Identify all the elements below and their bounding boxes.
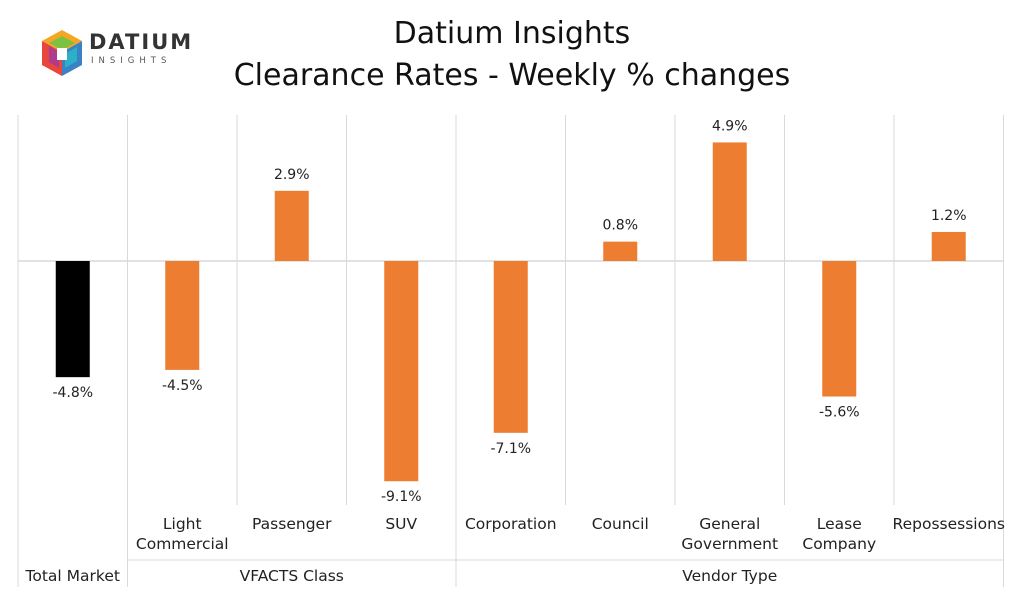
category-label-7-0: Lease — [817, 515, 862, 533]
datium-cube-icon — [42, 30, 82, 76]
chart-title-line1: Datium Insights — [393, 16, 631, 51]
data-label-7: -5.6% — [819, 405, 860, 421]
bar-5 — [603, 241, 638, 261]
category-label-6-1: Government — [681, 535, 778, 553]
bar-2 — [274, 190, 309, 261]
datium-logo: DATIUM INSIGHTS — [37, 28, 191, 78]
category-label-1-0: Light — [163, 515, 202, 533]
data-label-0: -4.8% — [52, 385, 93, 401]
logo-subtitle: INSIGHTS — [91, 56, 172, 66]
category-label-1-1: Commercial — [136, 535, 229, 553]
bar-8 — [931, 231, 966, 261]
data-label-1: -4.5% — [162, 378, 203, 394]
bar-0 — [55, 261, 90, 378]
bar-7 — [822, 261, 857, 397]
bar-3 — [384, 261, 419, 482]
category-label-8-0: Repossessions — [893, 515, 1005, 533]
category-label-5-0: Council — [592, 515, 649, 533]
category-label-2-0: Passenger — [252, 515, 332, 533]
chart-title-line2: Clearance Rates - Weekly % changes — [233, 58, 791, 93]
data-label-6: 4.9% — [712, 118, 748, 134]
category-label-3-0: SUV — [385, 515, 417, 533]
category-label-7-1: Company — [802, 535, 876, 553]
bar-4 — [493, 261, 528, 433]
group-label-2: Vendor Type — [682, 567, 777, 585]
data-label-8: 1.2% — [931, 208, 967, 224]
bar-1 — [165, 261, 200, 370]
data-label-5: 0.8% — [602, 218, 638, 234]
logo-wordmark: DATIUM — [89, 30, 194, 54]
group-label-1: VFACTS Class — [240, 567, 344, 585]
data-label-3: -9.1% — [381, 489, 422, 505]
category-label-6-0: General — [699, 515, 760, 533]
bar-6 — [712, 142, 747, 261]
group-label-0: Total Market — [25, 567, 120, 585]
data-label-2: 2.9% — [274, 167, 310, 183]
data-label-4: -7.1% — [490, 441, 531, 457]
category-label-4-0: Corporation — [465, 515, 557, 533]
